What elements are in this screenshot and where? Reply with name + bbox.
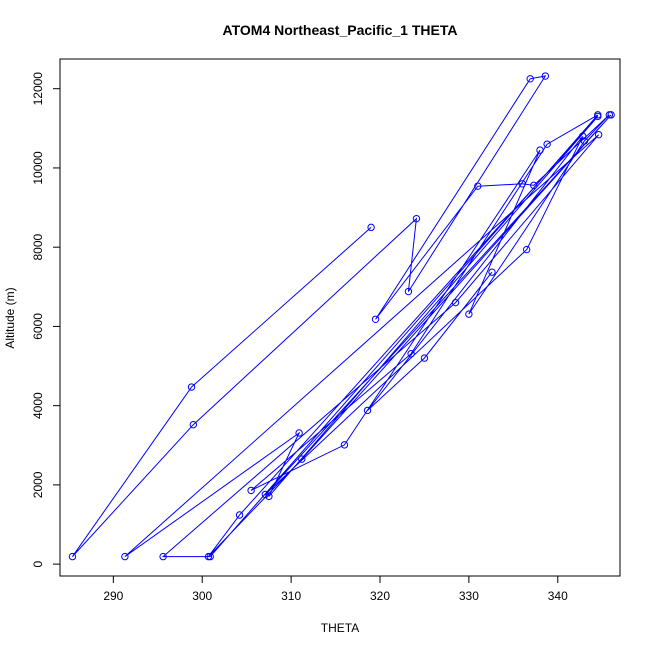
y-axis-label: Altitude (m) xyxy=(3,287,17,348)
data-point xyxy=(451,298,460,307)
x-tick-label: 310 xyxy=(281,589,301,603)
data-point xyxy=(371,315,380,323)
data-point xyxy=(420,354,429,362)
data-point xyxy=(536,146,544,154)
data-point xyxy=(543,140,551,148)
data-point xyxy=(265,492,273,501)
y-tick-label: 4000 xyxy=(31,392,45,419)
x-tick-label: 290 xyxy=(103,589,123,603)
data-point xyxy=(189,420,198,429)
series-layer xyxy=(68,72,615,561)
data-point xyxy=(367,223,375,232)
data-point xyxy=(295,429,303,437)
x-tick-label: 340 xyxy=(548,589,568,603)
data-point xyxy=(578,132,587,140)
x-tick-label: 330 xyxy=(459,589,479,603)
data-point xyxy=(187,383,196,391)
y-tick-label: 10000 xyxy=(31,151,45,185)
data-point xyxy=(594,112,602,121)
data-point xyxy=(465,310,473,318)
y-axis: 0 2000 4000 6000 8000 10000 12000 xyxy=(31,72,61,567)
data-point xyxy=(522,245,531,254)
data-point xyxy=(474,182,482,190)
data-point xyxy=(412,214,421,223)
y-tick-label: 2000 xyxy=(31,471,45,498)
data-point xyxy=(340,441,349,449)
series-line xyxy=(71,75,612,558)
data-point xyxy=(607,111,615,119)
data-point xyxy=(68,552,77,561)
y-tick-label: 6000 xyxy=(31,313,45,340)
data-point xyxy=(261,490,270,499)
x-axis-label: THETA xyxy=(321,621,359,635)
y-tick-label: 0 xyxy=(31,560,45,567)
data-point xyxy=(530,181,538,190)
data-point xyxy=(298,455,306,463)
data-point xyxy=(247,486,255,495)
data-point xyxy=(526,75,534,83)
x-tick-label: 300 xyxy=(192,589,212,603)
data-point xyxy=(541,72,550,80)
data-point xyxy=(407,350,415,358)
x-axis: 290 300 310 320 330 340 xyxy=(103,575,568,603)
y-tick-label: 12000 xyxy=(31,72,45,106)
data-point xyxy=(580,137,589,145)
data-point xyxy=(488,268,496,276)
data-point xyxy=(121,552,129,561)
y-tick-label: 8000 xyxy=(31,234,45,261)
data-point xyxy=(518,180,526,188)
data-point xyxy=(159,552,167,561)
data-point xyxy=(404,287,413,296)
data-point xyxy=(235,511,244,519)
data-point xyxy=(363,406,372,415)
data-point xyxy=(204,552,213,561)
data-point xyxy=(594,130,603,139)
x-tick-label: 320 xyxy=(370,589,390,603)
chart-title: ATOM4 Northeast_Pacific_1 THETA xyxy=(223,22,458,38)
